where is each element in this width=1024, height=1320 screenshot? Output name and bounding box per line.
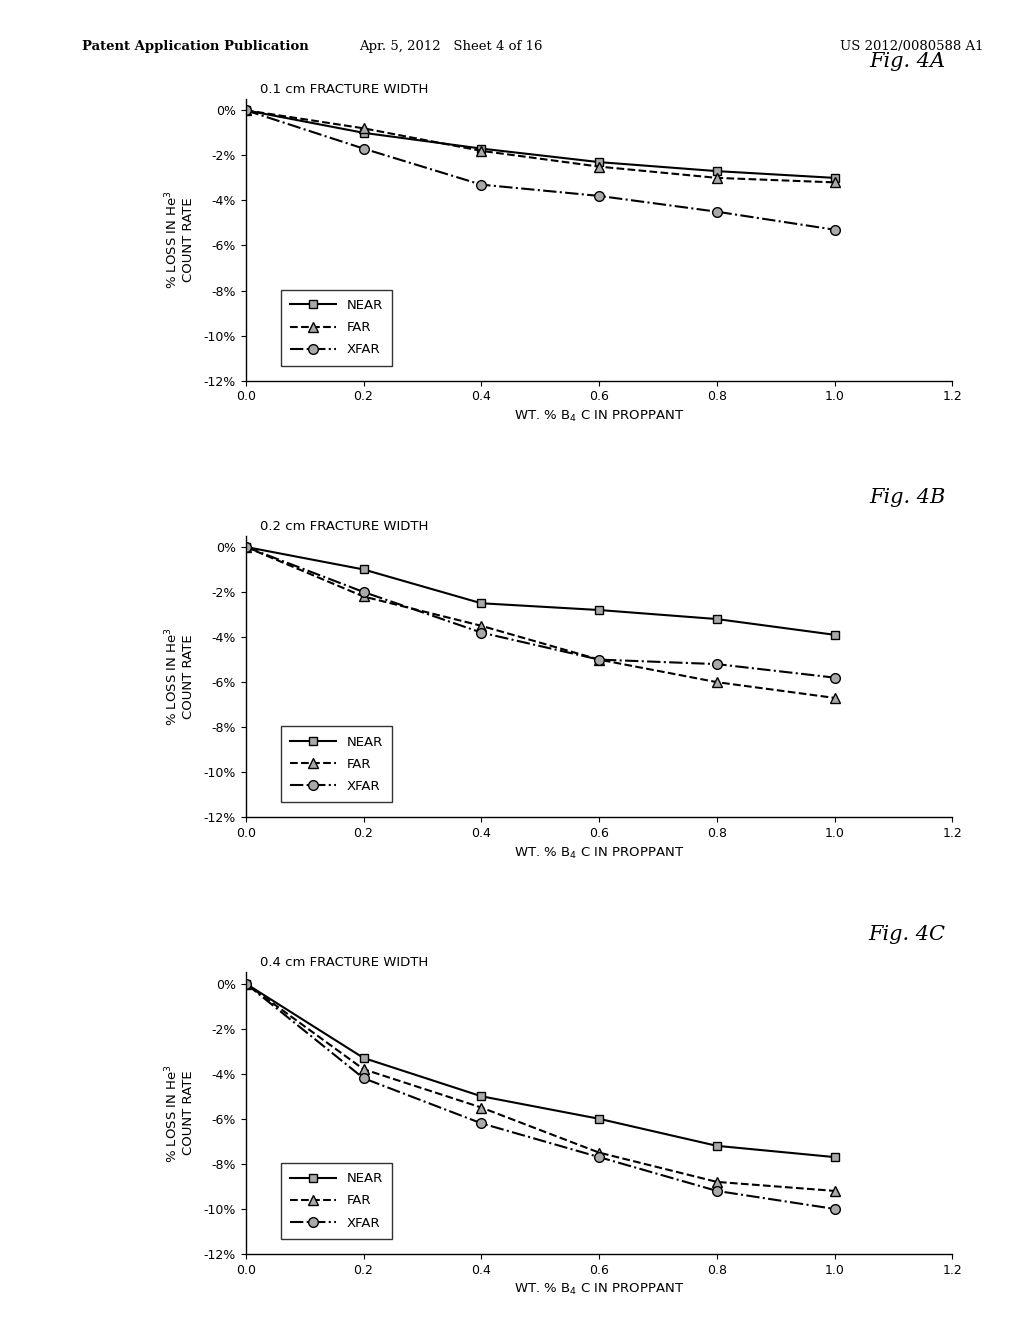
- X-axis label: WT. % B$_4$ C IN PROPPANT: WT. % B$_4$ C IN PROPPANT: [514, 846, 684, 861]
- X-axis label: WT. % B$_4$ C IN PROPPANT: WT. % B$_4$ C IN PROPPANT: [514, 1282, 684, 1298]
- Text: Apr. 5, 2012   Sheet 4 of 16: Apr. 5, 2012 Sheet 4 of 16: [358, 40, 543, 53]
- Text: 0.2 cm FRACTURE WIDTH: 0.2 cm FRACTURE WIDTH: [260, 520, 428, 533]
- Text: 0.4 cm FRACTURE WIDTH: 0.4 cm FRACTURE WIDTH: [260, 957, 428, 969]
- Text: Patent Application Publication: Patent Application Publication: [82, 40, 308, 53]
- Legend: NEAR, FAR, XFAR: NEAR, FAR, XFAR: [281, 726, 392, 803]
- Legend: NEAR, FAR, XFAR: NEAR, FAR, XFAR: [281, 289, 392, 366]
- Text: 0.1 cm FRACTURE WIDTH: 0.1 cm FRACTURE WIDTH: [260, 83, 428, 96]
- Legend: NEAR, FAR, XFAR: NEAR, FAR, XFAR: [281, 1163, 392, 1239]
- Text: US 2012/0080588 A1: US 2012/0080588 A1: [840, 40, 983, 53]
- Y-axis label: % LOSS IN He$^3$
COUNT RATE: % LOSS IN He$^3$ COUNT RATE: [164, 190, 196, 289]
- Y-axis label: % LOSS IN He$^3$
COUNT RATE: % LOSS IN He$^3$ COUNT RATE: [164, 1064, 196, 1163]
- Text: Fig. 4C: Fig. 4C: [868, 925, 945, 944]
- Text: Fig. 4B: Fig. 4B: [869, 488, 945, 507]
- X-axis label: WT. % B$_4$ C IN PROPPANT: WT. % B$_4$ C IN PROPPANT: [514, 409, 684, 424]
- Text: Fig. 4A: Fig. 4A: [869, 51, 945, 71]
- Y-axis label: % LOSS IN He$^3$
COUNT RATE: % LOSS IN He$^3$ COUNT RATE: [164, 627, 196, 726]
